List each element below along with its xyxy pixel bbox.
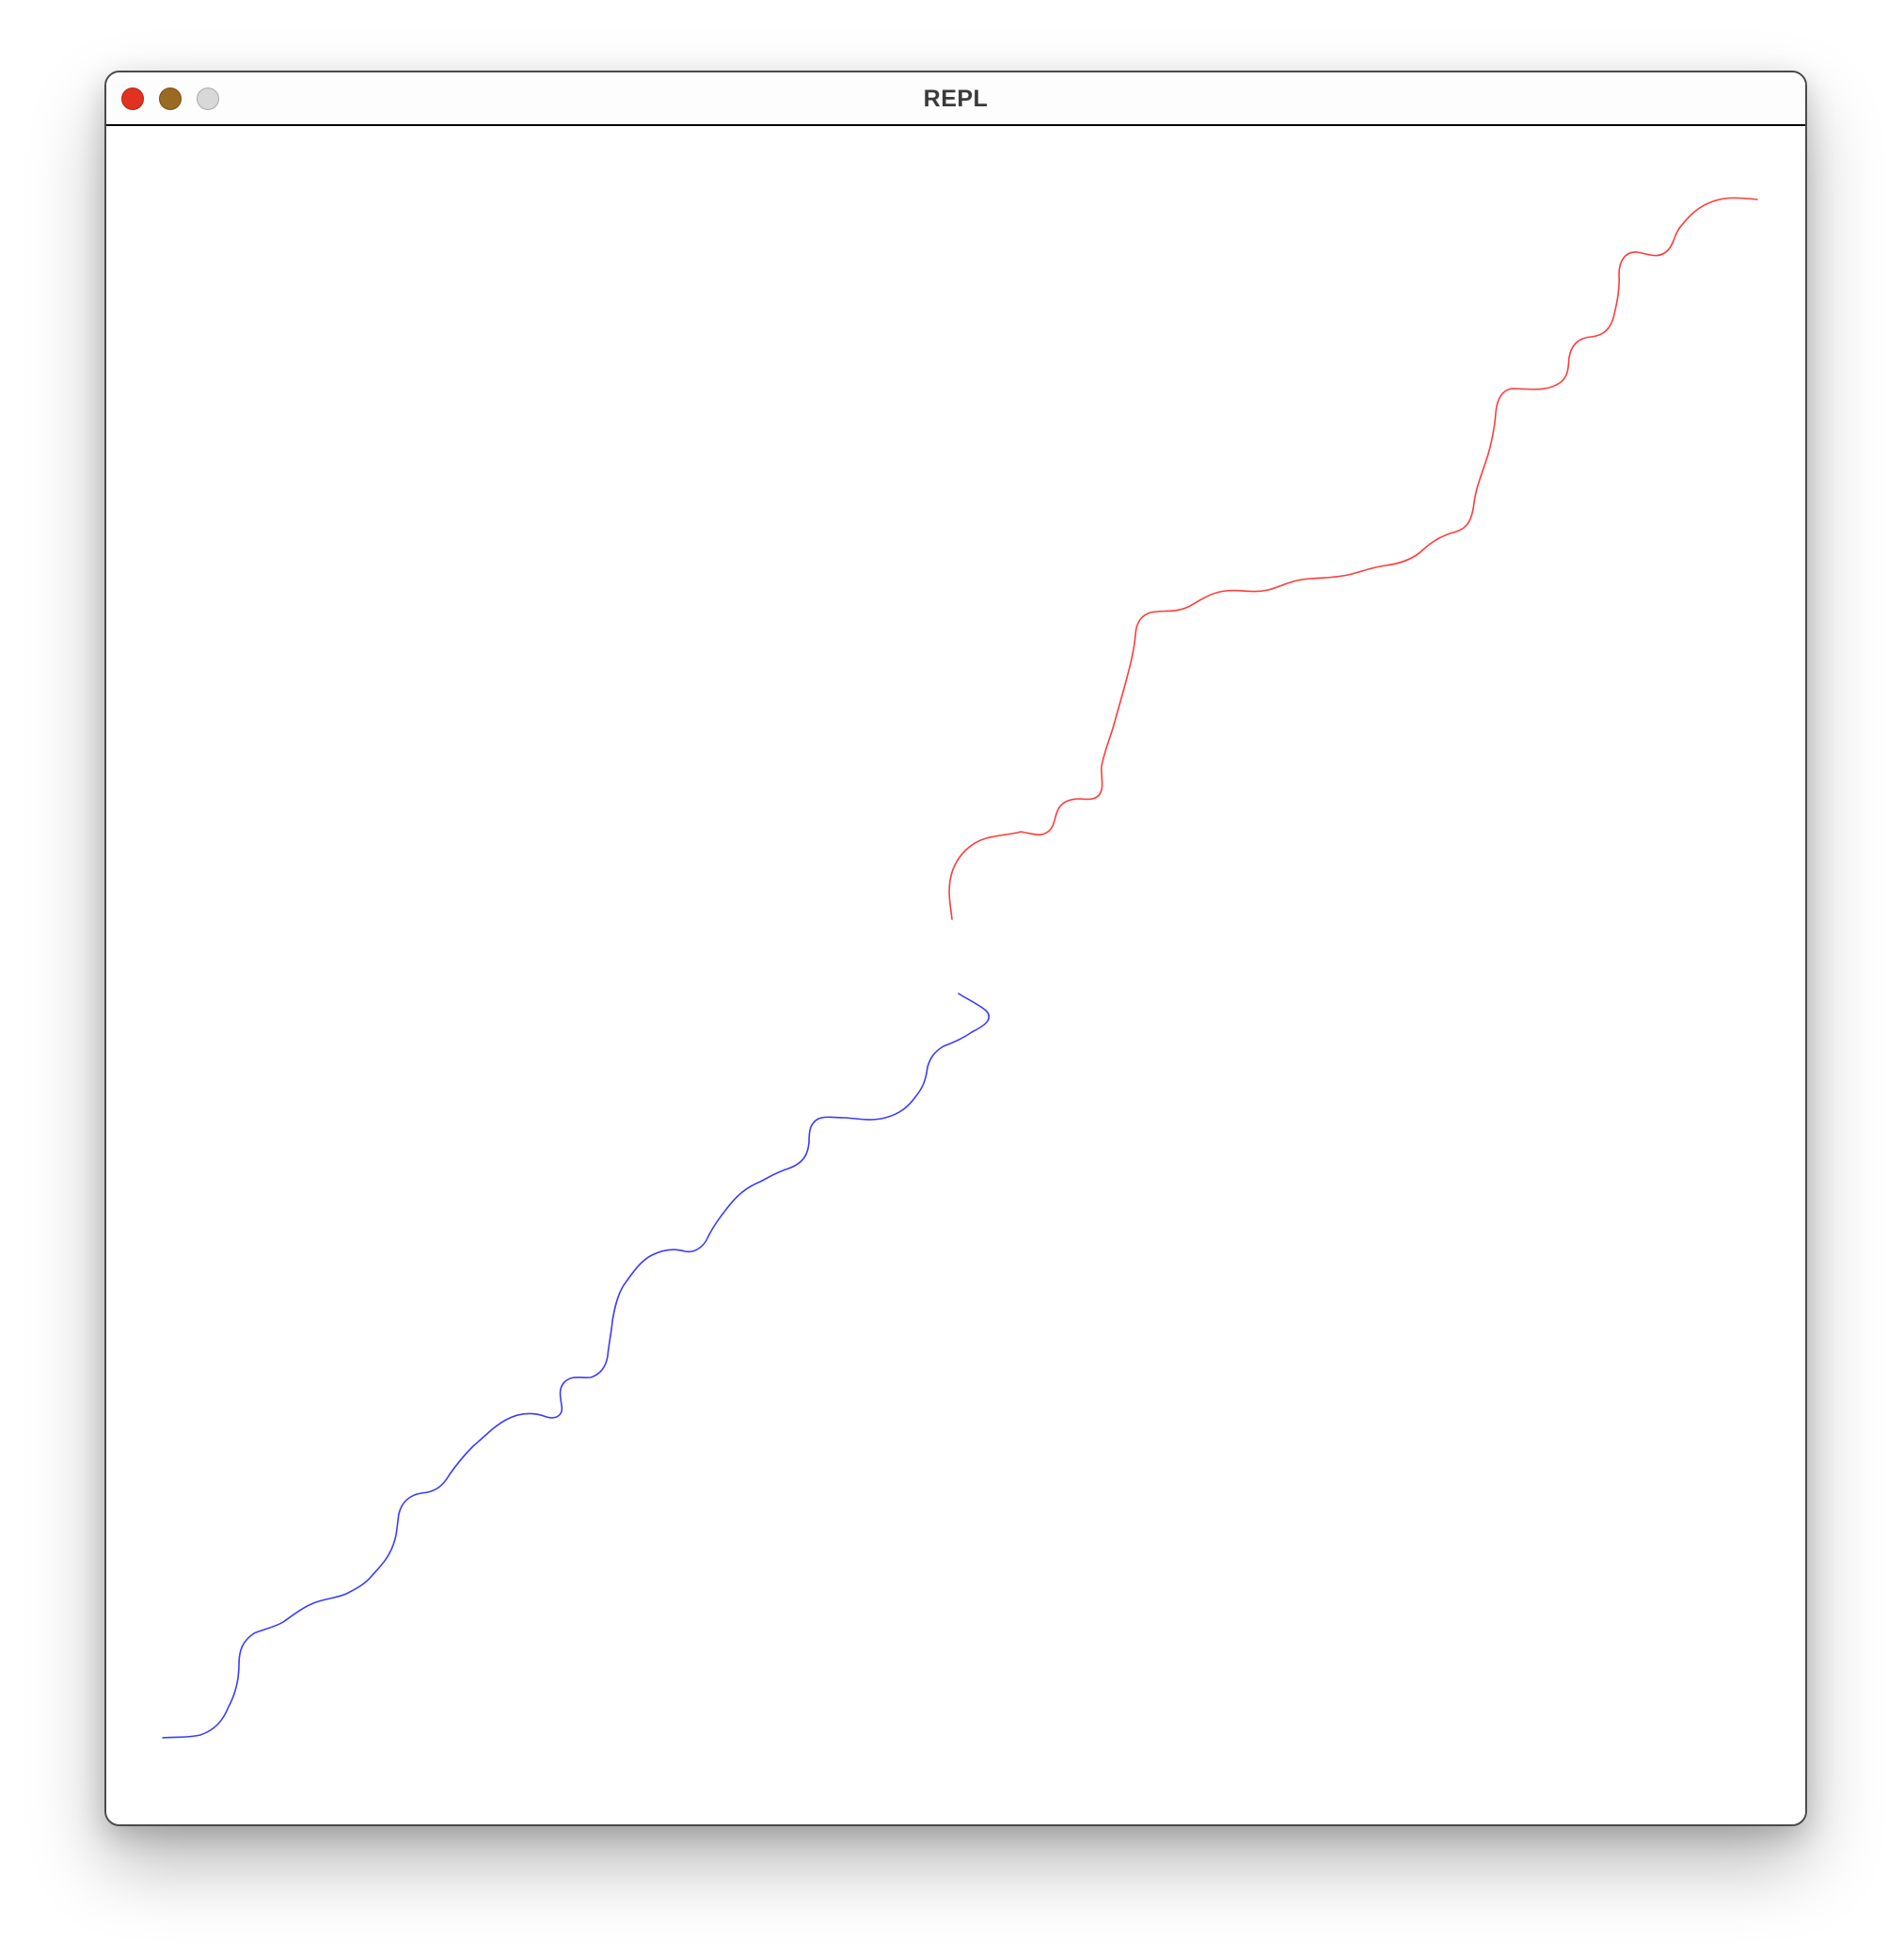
red-walk-path	[948, 197, 1758, 920]
repl-window: REPL	[104, 71, 1807, 1826]
canvas-svg	[162, 197, 1758, 1739]
title-bar[interactable]: REPL	[106, 72, 1805, 126]
minimize-window-button[interactable]	[159, 88, 182, 110]
drawing-canvas	[106, 126, 1805, 1824]
maximize-window-button[interactable]	[197, 88, 219, 110]
close-window-button[interactable]	[121, 88, 144, 110]
blue-walk-path	[162, 993, 991, 1739]
window-title: REPL	[923, 86, 989, 112]
